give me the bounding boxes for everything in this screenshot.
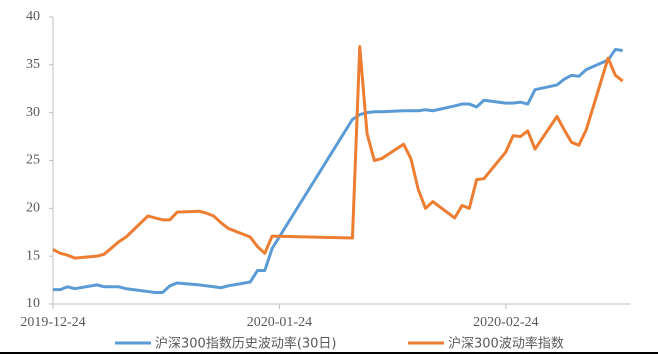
x-tick-label: 2019-12-24 (20, 315, 85, 330)
x-tick-label: 2020-01-24 (247, 315, 312, 330)
y-tick-label: 30 (26, 105, 40, 120)
y-tick-label: 10 (26, 296, 40, 311)
x-tick-label: 2020-02-24 (473, 315, 538, 330)
y-tick-label: 25 (26, 153, 40, 168)
y-tick-label: 20 (26, 201, 40, 216)
y-tick-label: 15 (26, 248, 40, 263)
y-tick-label: 40 (26, 9, 40, 24)
series-line (53, 48, 623, 295)
legend-label: 沪深300波动率指数 (448, 336, 564, 352)
legend-label: 沪深300指数历史波动率(30日) (155, 336, 337, 352)
y-tick-label: 35 (26, 57, 40, 72)
series-line (52, 45, 624, 260)
